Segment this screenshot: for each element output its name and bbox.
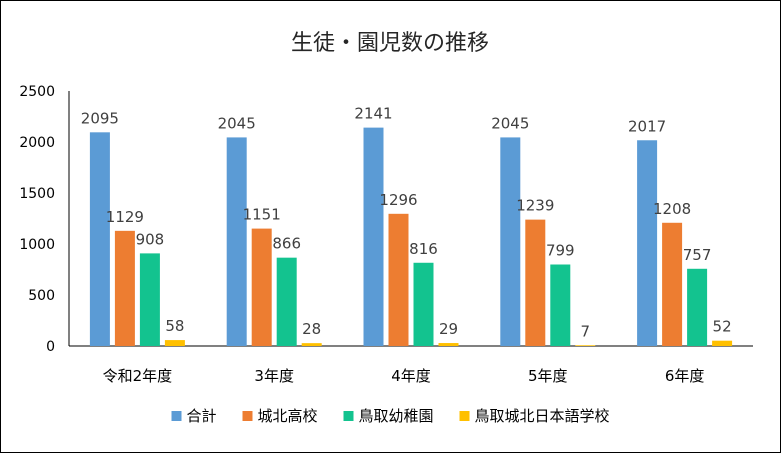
bar: [500, 137, 521, 346]
data-label: 1208: [653, 200, 691, 218]
y-tick-label: 0: [46, 339, 55, 355]
data-label: 1296: [379, 191, 417, 209]
bar: [413, 262, 434, 346]
data-label: 2017: [628, 117, 666, 135]
y-tick-label: 1000: [19, 237, 55, 253]
bar: [251, 228, 272, 346]
bar: [712, 340, 733, 346]
legend-label: 鳥取幼稚園: [359, 407, 434, 425]
data-label: 2095: [81, 109, 119, 127]
plot-area: 0 500 1000 1500 2000 2500 2095 1129 908 58 令和2年度 20…: [19, 84, 753, 385]
data-label: 28: [302, 320, 321, 338]
bar: [637, 140, 658, 346]
bar: [687, 268, 708, 346]
data-label: 29: [439, 320, 458, 338]
legend-label: 城北高校: [258, 407, 318, 425]
x-category-label: 令和2年度: [103, 367, 173, 385]
x-category-label: 5年度: [528, 367, 568, 385]
bar: [525, 219, 546, 346]
bar: [301, 343, 322, 346]
data-label: 52: [713, 318, 732, 336]
bar: [662, 222, 683, 346]
bar: [164, 340, 185, 346]
legend: 合計 城北高校 鳥取幼稚園 鳥取城北日本語学校: [171, 407, 610, 425]
bar: [388, 213, 409, 346]
legend-swatch: [343, 411, 354, 421]
bar: [114, 230, 135, 346]
x-category-label: 4年度: [391, 367, 431, 385]
bar: [139, 253, 160, 346]
data-label: 2045: [218, 114, 256, 132]
y-tick-label: 1500: [19, 186, 55, 202]
bar: [575, 345, 596, 346]
y-tick-label: 2000: [19, 135, 55, 151]
bar: [363, 127, 384, 346]
bar: [226, 137, 247, 346]
legend-swatch: [459, 411, 470, 421]
data-label: 816: [409, 240, 438, 258]
data-label: 757: [683, 246, 712, 264]
bar: [89, 132, 110, 346]
bar: [276, 257, 297, 346]
x-category-label: 3年度: [254, 367, 294, 385]
legend-label: 合計: [187, 407, 217, 425]
data-label: 799: [546, 242, 575, 260]
legend-label: 鳥取城北日本語学校: [475, 407, 610, 425]
chart-title: 生徒・園児数の推移: [291, 31, 489, 56]
bar: [550, 264, 571, 346]
data-label: 1151: [243, 206, 281, 224]
data-label: 908: [136, 230, 165, 248]
data-label: 2045: [491, 114, 529, 132]
x-category-label: 6年度: [665, 367, 705, 385]
bar: [438, 343, 459, 346]
data-label: 866: [272, 235, 301, 253]
y-tick-label: 2500: [19, 84, 55, 100]
legend-swatch: [242, 411, 253, 421]
legend-swatch: [171, 411, 182, 421]
data-label: 2141: [354, 105, 392, 123]
y-tick-label: 500: [28, 288, 55, 304]
data-label: 7: [581, 322, 591, 340]
data-label: 1129: [106, 208, 144, 226]
data-label: 58: [165, 317, 184, 335]
data-label: 1239: [516, 197, 554, 215]
